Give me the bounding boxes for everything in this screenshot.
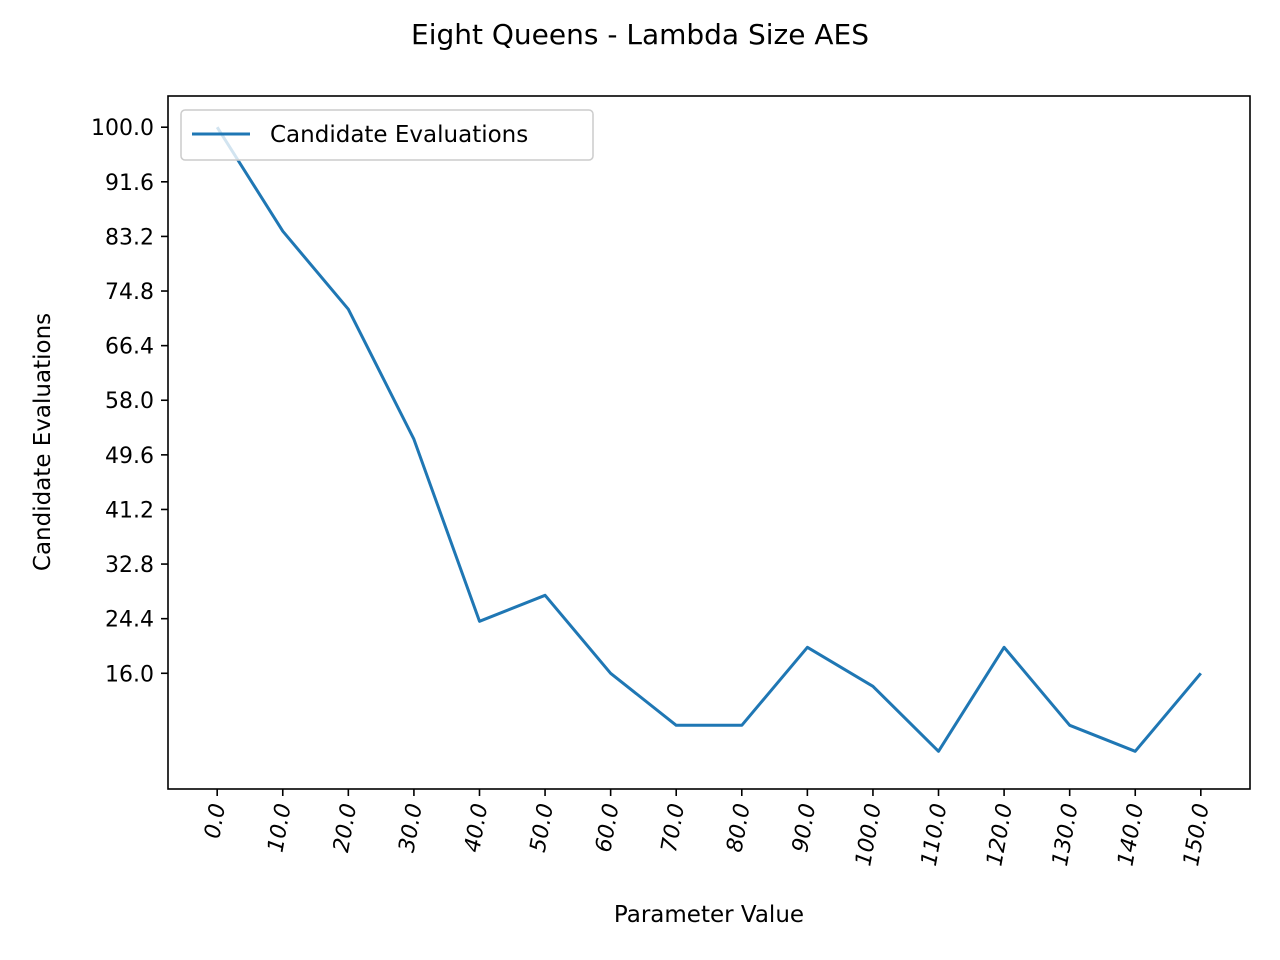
- y-tick-label: 32.8: [105, 553, 154, 578]
- y-tick-label: 91.6: [105, 171, 154, 196]
- y-axis-ticks: 16.0 24.4 32.8 41.2 49.6 58.0 66.4 74.8 83.2 91.6…: [91, 116, 168, 687]
- x-tick-label: 50.0: [526, 802, 559, 855]
- x-tick-label: 80.0: [723, 802, 756, 855]
- y-tick-label: 58.0: [105, 389, 154, 414]
- x-tick-label: 130.0: [1048, 802, 1084, 868]
- legend-label: Candidate Evaluations: [270, 122, 528, 148]
- legend-box: [180, 109, 594, 161]
- y-tick-label: 24.4: [105, 608, 154, 633]
- x-tick-label: 110.0: [917, 802, 953, 868]
- x-tick-label: 100.0: [851, 802, 887, 868]
- y-tick-label: 16.0: [105, 662, 154, 687]
- x-tick-label: 30.0: [395, 802, 428, 855]
- x-tick-label: 120.0: [982, 802, 1018, 868]
- x-tick-label: 90.0: [788, 802, 821, 855]
- y-tick-label: 83.2: [105, 225, 154, 250]
- x-axis-label: Parameter Value: [614, 902, 804, 928]
- series-line-candidate-evaluations: [215, 126, 1202, 753]
- x-tick-label: 0.0: [200, 802, 231, 841]
- x-tick-label: 40.0: [460, 802, 493, 855]
- chart-title: Eight Queens - Lambda Size AES: [411, 18, 869, 51]
- x-tick-label: 140.0: [1114, 802, 1150, 868]
- x-tick-label: 60.0: [591, 802, 624, 855]
- legend: Candidate Evaluations: [180, 109, 594, 161]
- x-axis-ticks: 0.0 10.0 20.0 30.0 40.0 50.0 60.0 70.0 80.0 90.0 1…: [200, 789, 1215, 868]
- x-tick-label: 20.0: [329, 802, 362, 855]
- plot-area-frame: [167, 95, 1251, 790]
- x-tick-label: 150.0: [1179, 802, 1215, 868]
- x-tick-label: 10.0: [264, 802, 297, 855]
- y-tick-label: 100.0: [91, 116, 154, 141]
- y-tick-label: 41.2: [105, 498, 154, 523]
- y-tick-label: 66.4: [105, 335, 154, 360]
- y-tick-label: 74.8: [105, 280, 154, 305]
- y-axis-label: Candidate Evaluations: [30, 313, 56, 571]
- y-tick-label: 49.6: [105, 444, 154, 469]
- x-tick-label: 70.0: [657, 802, 690, 855]
